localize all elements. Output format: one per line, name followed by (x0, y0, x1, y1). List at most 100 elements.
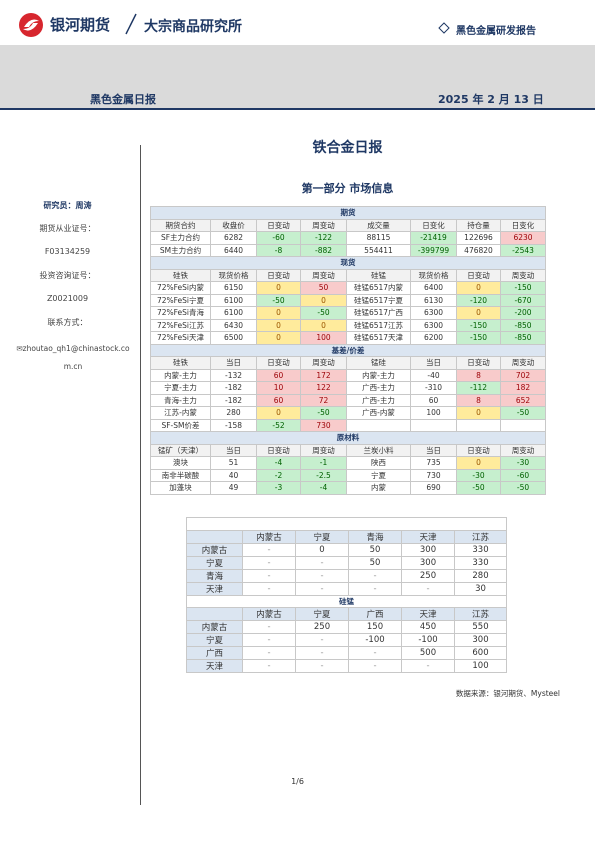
cell: 88115 (346, 231, 411, 245)
cell: 0 (456, 456, 501, 470)
source: 数据来源：银河期货、Mysteel (455, 689, 560, 698)
cell: 8 (456, 393, 501, 407)
cell: 6100 (210, 293, 257, 307)
cell: -50 (500, 481, 546, 495)
matrix-row: 内蒙古 -250 150 450 550 (186, 620, 507, 634)
cell: 72%FeSi江苏 (150, 318, 211, 332)
cell: 硅锰6517江苏 (346, 318, 411, 332)
cell: -120 (456, 293, 501, 307)
matrix-cell: 150 (348, 620, 402, 634)
cell: 6440 (210, 243, 257, 257)
row-label: 宁夏 (186, 555, 243, 570)
corner-cell (186, 607, 243, 621)
header-cell: 收盘价 (210, 218, 257, 232)
cell: 735 (410, 456, 457, 470)
license-label: 期货从业证号： (39, 224, 96, 233)
header-cell: 内蒙古 (242, 607, 296, 621)
header-cell: 当日 (410, 356, 457, 370)
matrix-cell: - (242, 555, 296, 570)
cell: -132 (210, 368, 257, 382)
header-cell: 天津 (401, 607, 455, 621)
section-title: 第一部分 市场信息 (301, 182, 394, 195)
cell: 6300 (410, 318, 457, 332)
cell: 40 (210, 468, 257, 482)
cell: 6200 (410, 331, 457, 345)
empty-cell (500, 418, 546, 432)
cell: 陕西 (346, 456, 411, 470)
report-date: 2025 年 2 月 13 日 (438, 93, 544, 106)
sidebar-rule (140, 145, 141, 805)
cell: 宁夏-主力 (150, 381, 211, 395)
matrix-cell: 250 (401, 568, 455, 583)
data-row: 72%FeSi宁夏 6100 -50 0 硅锰6517宁夏 6130 -120 -670 (150, 293, 546, 307)
matrix-cell: 500 (401, 646, 455, 660)
matrix-cell: - (242, 620, 296, 634)
row-label: 广西 (186, 646, 243, 660)
matrix-cell: 250 (295, 620, 349, 634)
cell: 50 (300, 281, 347, 295)
data-row: 72%FeSi天津 6500 0 100 硅锰6517天津 6200 -150 -850 (150, 331, 546, 345)
consult: Z0021009 (46, 294, 89, 303)
top-band (0, 0, 595, 45)
header-cell: 日变动 (456, 268, 501, 282)
matrix-cell: - (348, 581, 402, 596)
header-cell: 现货价格 (410, 268, 457, 282)
row-label: 青海 (186, 568, 243, 583)
cell: 280 (210, 406, 257, 420)
matrix-row: 内蒙古 -0 50 300 330 (186, 542, 507, 557)
cell: 6400 (410, 281, 457, 295)
header-cell: 周变动 (300, 218, 347, 232)
matrix-cell: 0 (295, 542, 349, 557)
header-cell: 日变动 (256, 218, 301, 232)
matrix-cell: - (295, 659, 349, 673)
header-cell: 锰硅 (346, 356, 411, 370)
matrix-row: 天津 - - - -100 (186, 659, 507, 673)
cell: 122 (300, 381, 347, 395)
cell: SF-SM价差 (150, 418, 211, 432)
header-cell: 周变动 (300, 443, 347, 457)
cell: 内蒙-主力 (150, 368, 211, 382)
institute: 大宗商品研究所 (144, 19, 242, 35)
matrix-cell: 100 (454, 659, 507, 673)
cell: -3 (256, 481, 301, 495)
cell: -399799 (410, 243, 457, 257)
cell: 0 (300, 293, 347, 307)
cell: -670 (500, 293, 546, 307)
header-cell: 兰炭小料 (346, 443, 411, 457)
cell: -4 (300, 481, 347, 495)
market-table: 期货 期货合约 收盘价 日变动 周变动 成交量 日变化 持仓量 日变化 SF主力合约 6282 -60… (150, 206, 546, 495)
corner-cell (186, 529, 243, 544)
cell: 0 (256, 318, 301, 332)
section-row: 现货 (150, 256, 546, 270)
matrix-cell: 300 (401, 542, 455, 557)
section-title: 基差/价差 (150, 343, 546, 357)
cell: -50 (500, 406, 546, 420)
header-cell: 硅锰 (346, 268, 411, 282)
matrix-row: 宁夏 - - -100 -100 300 (186, 633, 507, 647)
header-row: 期货合约 收盘价 日变动 周变动 成交量 日变化 持仓量 日变化 (150, 218, 546, 232)
matrix-cell: - (242, 542, 296, 557)
matrix-cell: 50 (348, 542, 402, 557)
section-title: 现货 (150, 256, 546, 270)
section-title: 期货 (150, 206, 546, 220)
cell: 6500 (210, 331, 257, 345)
header-rule (0, 108, 595, 110)
cell: -40 (410, 368, 457, 382)
matrix-cell: - (242, 633, 296, 647)
logo-text: 银河期货 (50, 16, 111, 34)
cell: 6130 (410, 293, 457, 307)
cell: -2543 (500, 243, 546, 257)
matrix-row: 青海 - - -250 280 (186, 568, 507, 583)
header-cell: 江苏 (454, 607, 507, 621)
header-cell: 成交量 (346, 218, 411, 232)
cell: -2 (256, 468, 301, 482)
header-row: 内蒙古 宁夏 青海 天津 江苏 (186, 529, 507, 544)
researcher: 研究员：周涛 (43, 201, 92, 210)
header-cell: 日变动 (256, 443, 301, 457)
diamond (438, 22, 450, 34)
header-cell: 周变动 (300, 268, 347, 282)
cell: -50 (300, 306, 347, 320)
data-row: 加蓬块 49 -3 -4 内蒙 690 -50 -50 (150, 481, 546, 495)
cell: 10 (256, 381, 301, 395)
cell: -4 (256, 456, 301, 470)
